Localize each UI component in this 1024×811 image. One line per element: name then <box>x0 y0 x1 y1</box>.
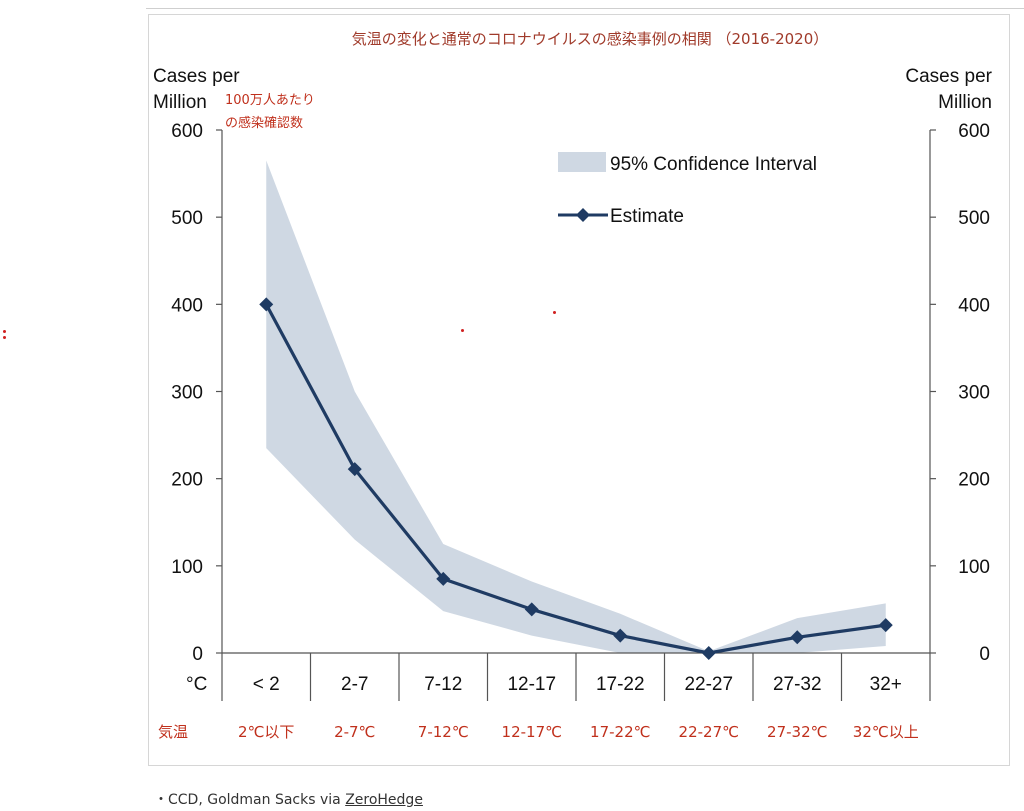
right-y-tick-label: 600 <box>958 121 990 142</box>
estimate-point <box>347 462 362 477</box>
estimate-line <box>264 303 886 655</box>
left-y-tick-label: 0 <box>192 644 203 665</box>
right-y-tick-label: 400 <box>958 295 990 316</box>
left-y-tick-label: 600 <box>171 121 203 142</box>
jp-x-tick-label: 2℃以下 <box>238 723 294 741</box>
right-y-tick-label: 300 <box>958 383 990 404</box>
confidence-band <box>266 160 886 653</box>
estimate-point <box>613 628 628 643</box>
jp-x-tick-label: 27-32℃ <box>767 723 827 741</box>
x-tick-label: 17-22 <box>596 674 645 695</box>
estimate-point <box>259 297 274 312</box>
x-tick-label: 2-7 <box>341 674 368 695</box>
right-y-tick-label: 200 <box>958 470 990 491</box>
x-tick-label: 22-27 <box>684 674 733 695</box>
jp-x-tick-label: 2-7℃ <box>334 723 375 741</box>
top-divider <box>146 8 1024 9</box>
chart-svg: 気温の変化と通常のコロナウイルスの感染事例の相関 （2016-2020） Case… <box>153 30 993 741</box>
x-tick-label: 7-12 <box>424 674 462 695</box>
left-y-tick-label: 400 <box>171 295 203 316</box>
jp-x-tick-label: 22-27℃ <box>679 723 739 741</box>
right-axis-label-line-2: Million <box>938 92 992 113</box>
source-text: ・CCD, Goldman Sacks via <box>154 792 346 808</box>
zerohedge-link[interactable]: ZeroHedge <box>345 792 423 808</box>
jp-axis-label-line-2: の感染確認数 <box>225 115 303 131</box>
right-axis-label-line-1: Cases per <box>905 66 992 87</box>
jp-x-tick-label: 17-22℃ <box>590 723 650 741</box>
left-y-tick-label: 500 <box>171 208 203 229</box>
estimate-point <box>790 630 805 645</box>
left-y-tick-label: 300 <box>171 383 203 404</box>
red-dot <box>3 330 6 333</box>
jp-x-tick-label: 12-17℃ <box>502 723 562 741</box>
jp-x-tick-label: 7-12℃ <box>418 723 469 741</box>
legend-estimate-label: Estimate <box>610 206 684 227</box>
jp-axis-label-line-1: 100万人あたり <box>225 93 315 108</box>
legend-ci-swatch <box>558 152 606 172</box>
legend-estimate-marker <box>576 208 590 222</box>
right-y-tick-label: 500 <box>958 208 990 229</box>
source-caption: ・CCD, Goldman Sacks via ZeroHedge <box>154 789 423 809</box>
red-dot <box>3 336 6 339</box>
x-tick-label: 32+ <box>870 674 902 695</box>
legend-ci-label: 95% Confidence Interval <box>610 154 817 175</box>
right-y-tick-label: 100 <box>958 557 990 578</box>
left-y-tick-label: 100 <box>171 557 203 578</box>
left-axis-label-line-2: Million <box>153 92 207 113</box>
jp-x-tick-label: 32℃以上 <box>853 723 919 741</box>
estimate-point <box>701 646 716 660</box>
red-dot <box>461 329 464 332</box>
estimate-point <box>436 571 451 586</box>
left-axis-label-line-1: Cases per <box>153 66 240 87</box>
x-axis-label: °C <box>186 674 207 695</box>
x-tick-label: 12-17 <box>507 674 556 695</box>
chart-title: 気温の変化と通常のコロナウイルスの感染事例の相関 （2016-2020） <box>352 30 829 48</box>
estimate-point <box>524 602 539 617</box>
left-y-tick-label: 200 <box>171 470 203 491</box>
x-tick-label: 27-32 <box>773 674 822 695</box>
jp-x-axis-label: 気温 <box>158 723 188 741</box>
red-dot <box>553 311 556 314</box>
estimate-point <box>878 618 893 633</box>
x-tick-label: < 2 <box>253 674 280 695</box>
right-y-tick-label: 0 <box>979 644 990 665</box>
